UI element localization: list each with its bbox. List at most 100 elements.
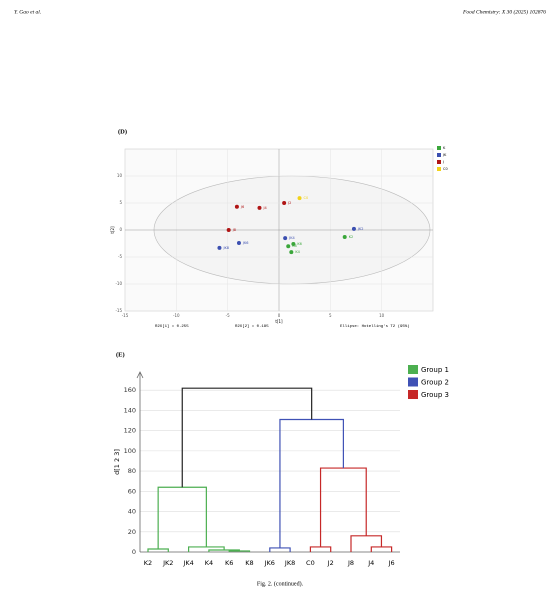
y-tick-label: 140 [124,406,136,414]
dendrogram-link [370,546,393,552]
point [282,201,287,205]
point-label: J6 [240,205,244,209]
y-tick-label: -15 [115,308,122,313]
point-label: K6 [297,242,302,246]
dendrogram-link [309,546,332,552]
header-right: Food Chemistry: X 30 (2025) 102876 [462,8,546,15]
x-tick-label: J6 [388,559,395,567]
point [351,226,356,231]
dendrogram-link [157,486,207,549]
y-tick-label: 40 [128,508,136,516]
annotation: R2X[2] = 0.185 [235,324,269,329]
x-tick-label: J4 [367,559,374,567]
legend-label: Group 2 [421,379,449,387]
point [291,242,296,247]
x-axis-label: t[1] [275,319,283,324]
x-tick-label: -5 [226,313,230,318]
x-tick-label: JK4 [182,559,193,567]
x-tick-label: J2 [327,559,334,567]
x-tick-label: K2 [144,559,152,567]
x-tick-label: K6 [225,559,233,567]
y-tick-label: 5 [119,200,122,205]
dendrogram-link [269,547,291,552]
legend-swatch [408,377,418,387]
point-label: JK6 [242,241,249,245]
y-tick-label: 120 [124,427,136,435]
point [342,235,347,240]
point [234,204,239,209]
legend-swatch [437,153,441,157]
dendrogram-link [279,418,344,548]
y-tick-label: -5 [118,254,122,259]
y-tick-label: 80 [128,467,136,475]
x-tick-label: 5 [329,313,332,318]
point-label: JK8 [222,246,229,250]
dendrogram-link [228,550,251,552]
annotation: R2X[1] = 0.255 [155,324,189,329]
x-tick-label: 0 [278,313,281,318]
point [283,236,288,241]
y-tick-label: 0 [119,227,122,232]
x-tick-label: JK6 [264,559,275,567]
y-axis-label: t[2] [110,226,115,234]
dendrogram-link [208,549,240,552]
y-tick-label: 20 [128,528,136,536]
dendrogram-link [147,548,169,552]
point [226,228,231,232]
dendrogram-link [181,387,313,488]
annotation: Ellipse: Hotelling's T2 (95%) [340,324,410,329]
x-tick-label: 10 [379,313,385,318]
x-tick-label: -15 [122,313,129,318]
point-label: J2 [287,201,291,205]
legend-swatch [408,390,418,399]
header-left: Y. Gao et al. [14,9,41,15]
x-tick-label: JK2 [162,559,173,567]
point [286,244,291,249]
y-tick-label: 60 [128,487,136,495]
x-tick-label: J8 [347,559,354,567]
point [257,205,262,210]
legend-label: C0 [443,167,448,171]
legend-label: Group 1 [421,366,449,374]
y-tick-label: 10 [117,173,123,178]
point-label: J4 [262,206,267,210]
y-tick-label: 100 [124,447,136,455]
x-tick-label: K4 [205,559,213,567]
x-tick-label: C0 [306,559,315,567]
legend-swatch [437,167,441,171]
point-label: JK4 [288,236,295,240]
legend-label: K [443,146,446,150]
axis-arrow [136,371,144,379]
caption: Fig. 2. (continued). [257,580,304,587]
legend-label: JK [442,153,447,157]
point-label: J8 [232,228,236,232]
point-label: JK2 [357,227,364,231]
point-label: K4 [295,250,300,254]
x-tick-label: K8 [245,559,253,567]
x-tick-label: -10 [173,313,180,318]
point-label: C0 [304,196,309,200]
legend-label: Group 3 [421,391,449,399]
point [289,250,294,255]
y-tick-label: -10 [115,281,122,286]
legend-swatch [408,365,418,374]
point-label: K2 [349,235,354,239]
dendrogram-link [350,535,383,552]
legend-label: J [442,160,444,164]
y-axis-label: d[1 2 3] [113,449,121,475]
point [217,245,222,250]
legend-swatch [437,160,441,164]
panel-label: (D) [118,128,127,135]
dendrogram-link [319,467,367,547]
x-tick-label: JK8 [284,559,295,567]
y-tick-label: 160 [124,386,136,394]
y-tick-label: 0 [132,548,136,556]
dendrogram-link [188,546,225,552]
legend-swatch [437,146,441,150]
point-label: K8 [292,244,297,248]
panel-label: (E) [116,351,125,358]
point [297,196,302,201]
point [236,240,241,245]
